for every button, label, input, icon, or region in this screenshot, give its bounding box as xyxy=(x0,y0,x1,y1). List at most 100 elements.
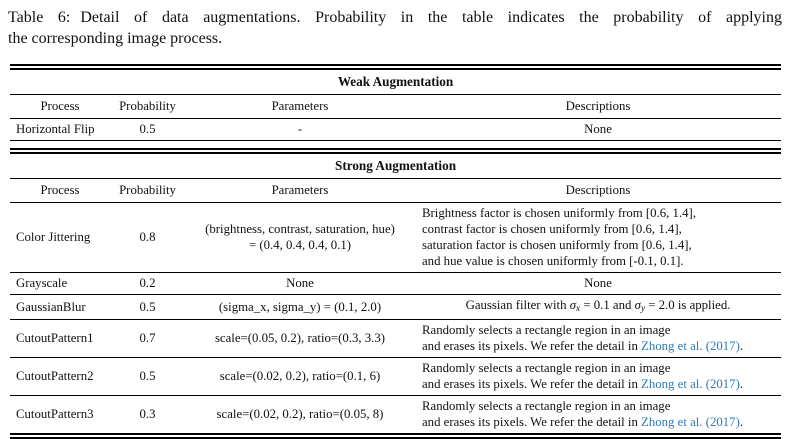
cell-line: (brightness, contrast, saturation, hue) xyxy=(187,221,413,237)
strong-section-top-rule xyxy=(10,148,781,154)
cell-descriptions: Randomly selects a rectangle region in a… xyxy=(415,319,782,359)
cell-parameters: - xyxy=(185,118,415,141)
text-span: contrast factor is chosen uniformly from… xyxy=(422,222,682,236)
text-span: (sigma_x, sigma_y) = (0.1, 2.0) xyxy=(218,299,382,314)
table-row: CutoutPattern2 0.5 scale=(0.02, 0.2), rati… xyxy=(10,357,782,397)
cell-descriptions: None xyxy=(415,118,782,141)
cell-line: - xyxy=(187,121,413,137)
cell-line: scale=(0.02, 0.2), ratio=(0.1, 6) xyxy=(187,368,413,384)
text-span: . xyxy=(739,415,744,430)
cell-line: and erases its pixels. We refer the deta… xyxy=(422,338,777,354)
cell-descriptions: Brightness factor is chosen uniformly fr… xyxy=(415,202,782,273)
text-span: (brightness, contrast, saturation, hue) xyxy=(205,222,395,236)
cell-process: Grayscale xyxy=(10,272,110,295)
text-span: Randomly selects a rectangle region in a… xyxy=(422,399,671,414)
text-span: x xyxy=(576,303,581,314)
table-top-rule xyxy=(10,64,781,70)
cell-line: Randomly selects a rectangle region in a… xyxy=(422,322,777,338)
table-row: GaussianBlur 0.5 (sigma_x, sigma_y) = (0.1… xyxy=(10,294,782,321)
cell-probability: 0.5 xyxy=(110,118,185,141)
augmentation-table: Weak Augmentation Process Probability Param… xyxy=(10,64,782,439)
cell-probability: 0.5 xyxy=(110,294,185,321)
cell-line: contrast factor is chosen uniformly from… xyxy=(422,221,777,237)
text-span: and erases its pixels. We refer the deta… xyxy=(422,377,642,392)
text-span: and erases its pixels. We refer the deta… xyxy=(422,339,642,354)
text-span: scale=(0.05, 0.2), ratio=(0.3, 3.3) xyxy=(214,331,386,346)
table-caption-label: Table 6: xyxy=(8,9,71,26)
cell-parameters: scale=(0.02, 0.2), ratio=(0.1, 6) xyxy=(185,357,415,397)
text-span: σ xyxy=(569,298,577,312)
text-span: Randomly selects a rectangle region in a… xyxy=(422,361,671,376)
cell-parameters: scale=(0.05, 0.2), ratio=(0.3, 3.3) xyxy=(185,319,415,359)
cell-line: and erases its pixels. We refer the deta… xyxy=(422,414,777,430)
table-caption-line2: the corresponding image process. xyxy=(8,30,223,47)
table-row: CutoutPattern1 0.7 scale=(0.05, 0.2), rati… xyxy=(10,319,782,359)
cell-probability: 0.7 xyxy=(110,319,185,359)
cell-descriptions: Randomly selects a rectangle region in a… xyxy=(415,357,782,397)
column-header-parameters: Parameters xyxy=(185,94,415,119)
cell-line: None xyxy=(187,275,413,291)
cell-process: CutoutPattern1 xyxy=(10,319,110,359)
cell-line: and hue value is chosen uniformly from [… xyxy=(422,253,777,269)
cell-parameters: None xyxy=(185,272,415,295)
text-span: None xyxy=(286,276,314,290)
text-span: and erases its pixels. We refer the deta… xyxy=(422,415,642,430)
text-span: = 2.0 is applied. xyxy=(645,298,731,312)
cell-line: Randomly selects a rectangle region in a… xyxy=(422,360,777,376)
cell-line: saturation factor is chosen uniformly fr… xyxy=(422,237,777,253)
cell-parameters: scale=(0.02, 0.2), ratio=(0.05, 8) xyxy=(185,396,415,434)
table-caption-text: Detail of data augmentations. Probabilit… xyxy=(80,9,782,26)
cell-descriptions: Randomly selects a rectangle region in a… xyxy=(415,396,781,434)
table-row: Color Jittering 0.8 (brightness, contrast,… xyxy=(10,202,782,273)
text-span: None xyxy=(584,122,612,136)
section-title-row: Strong Augmentation xyxy=(10,154,782,179)
table-row: Grayscale 0.2 None None xyxy=(10,272,782,295)
cell-descriptions: None xyxy=(415,272,782,295)
cell-line: None xyxy=(419,275,777,291)
text-span: saturation factor is chosen uniformly fr… xyxy=(422,238,692,252)
text-span: σ xyxy=(634,298,641,312)
column-header-row: Process Probability Parameters Descriptions xyxy=(10,94,782,119)
citation-link[interactable]: Zhong et al. (2017) xyxy=(641,339,740,354)
cell-process: Horizontal Flip xyxy=(10,118,110,141)
table-caption: Table 6: Detail of data augmentations. Pr… xyxy=(8,7,782,49)
column-header-process: Process xyxy=(10,94,110,119)
cell-probability: 0.2 xyxy=(110,272,185,295)
text-span: scale=(0.02, 0.2), ratio=(0.05, 8) xyxy=(216,407,384,422)
text-span: . xyxy=(739,339,744,354)
cell-line: None xyxy=(419,121,777,137)
column-header-parameters: Parameters xyxy=(185,178,415,203)
strong-augmentation-table: Strong Augmentation Process Probability Par… xyxy=(10,154,782,434)
column-header-process: Process xyxy=(10,178,110,203)
table-row: CutoutPattern3 0.3 scale=(0.02, 0.2), rati… xyxy=(10,396,781,434)
text-span: and hue value is chosen uniformly from [… xyxy=(422,254,684,268)
cell-process: GaussianBlur xyxy=(10,294,110,321)
cell-line: Randomly selects a rectangle region in a… xyxy=(422,398,777,414)
text-span: Gaussian filter with xyxy=(465,298,570,312)
text-span: scale=(0.02, 0.2), ratio=(0.1, 6) xyxy=(219,369,381,384)
cell-line: and erases its pixels. We refer the deta… xyxy=(422,376,777,392)
text-span: = 0.1 and xyxy=(580,298,635,312)
table-caption-line1: Table 6: Detail of data augmentations. Pr… xyxy=(8,7,782,28)
cell-process: CutoutPattern3 xyxy=(16,407,94,422)
cell-parameters: (brightness, contrast, saturation, hue) =… xyxy=(185,202,415,273)
cell-process: Color Jittering xyxy=(10,202,110,273)
text-span: y xyxy=(640,303,646,314)
cell-probability: 0.3 xyxy=(139,407,156,422)
section-title: Weak Augmentation xyxy=(10,70,782,95)
cell-line: scale=(0.02, 0.2), ratio=(0.05, 8) xyxy=(187,406,413,422)
column-header-probability: Probability xyxy=(110,178,185,203)
text-span: . xyxy=(739,377,744,392)
section-gap xyxy=(10,141,781,148)
table-row: Horizontal Flip 0.5 - None xyxy=(10,118,782,141)
cell-process: CutoutPattern2 xyxy=(10,357,110,397)
citation-link[interactable]: Zhong et al. (2017) xyxy=(641,415,740,430)
column-header-descriptions: Descriptions xyxy=(415,178,782,203)
cell-line: Brightness factor is chosen uniformly fr… xyxy=(422,205,777,221)
text-span: - xyxy=(297,122,303,136)
citation-link[interactable]: Zhong et al. (2017) xyxy=(641,377,740,392)
cell-line: (sigma_x, sigma_y) = (0.1, 2.0) xyxy=(187,299,413,315)
cell-descriptions: Gaussian filter with σx = 0.1 and σy = 2… xyxy=(415,294,782,321)
column-header-descriptions: Descriptions xyxy=(415,94,782,119)
